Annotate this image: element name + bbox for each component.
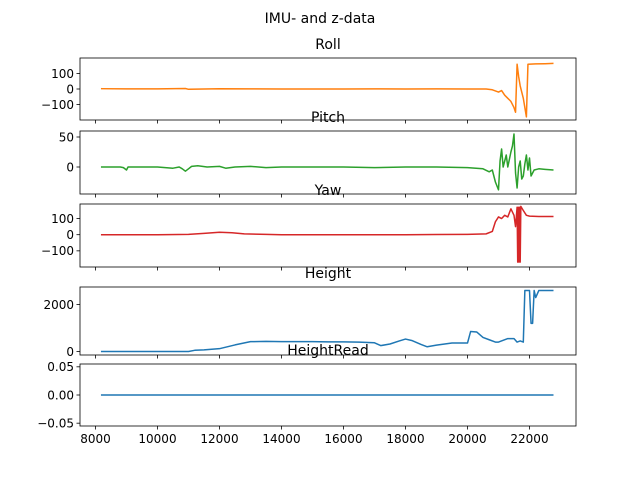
y-tick-label: 2000 [43, 298, 74, 312]
subplot-yaw: 100 0 −100 Yaw [41, 183, 577, 271]
series-line [100, 133, 554, 191]
subplot-title: Roll [315, 37, 340, 53]
y-tick-label: 0 [66, 228, 74, 242]
subplot-pitch: 50 0 Pitch [59, 110, 577, 198]
x-tick-label: 18000 [386, 432, 424, 446]
y-tick-label: −100 [41, 98, 74, 112]
subplot-roll: 1000 −100 Roll [41, 37, 577, 124]
y-tick-label: −100 [41, 244, 74, 258]
x-tick-label: 14000 [262, 432, 300, 446]
x-tick-label: 10000 [138, 432, 176, 446]
series-line [100, 205, 554, 263]
series-line [100, 289, 554, 353]
x-tick-label: 8000 [80, 432, 111, 446]
y-tick-label: 0 [66, 345, 74, 359]
subplot-title: HeightRead [287, 343, 368, 359]
y-tick-label: 0.05 [47, 360, 74, 374]
y-tick-label: 100 [51, 212, 74, 226]
y-tick-label: 0 [66, 160, 74, 174]
axes-frame [79, 130, 577, 195]
series-line [100, 62, 554, 118]
y-tick-label: 0.00 [47, 388, 74, 402]
x-tick-label: 22000 [510, 432, 548, 446]
subplot-title: Yaw [314, 183, 342, 199]
figure-suptitle: IMU- and z-data [265, 11, 376, 27]
subplot-heightread: 0.05 0.00 −0.05 8000 10000 12000 14000 16000 180… [37, 343, 577, 446]
y-tick-label: 0 [66, 82, 74, 96]
x-tick-label: 16000 [324, 432, 362, 446]
y-tick-label: 50 [59, 130, 74, 144]
y-tick-label: −0.05 [37, 416, 74, 430]
y-tick-label: 100 [51, 67, 74, 81]
axes-frame [79, 203, 577, 268]
subplot-height: 2000 0 Height [43, 266, 577, 359]
subplot-panels: 1000−100Roll500Pitch1000−100Yaw20000Heig… [37, 37, 577, 446]
subplot-title: Height [305, 266, 352, 282]
x-tick-label: 20000 [448, 432, 486, 446]
axes-frame [79, 286, 577, 356]
x-tick-label: 12000 [200, 432, 238, 446]
subplot-title: Pitch [311, 110, 345, 126]
